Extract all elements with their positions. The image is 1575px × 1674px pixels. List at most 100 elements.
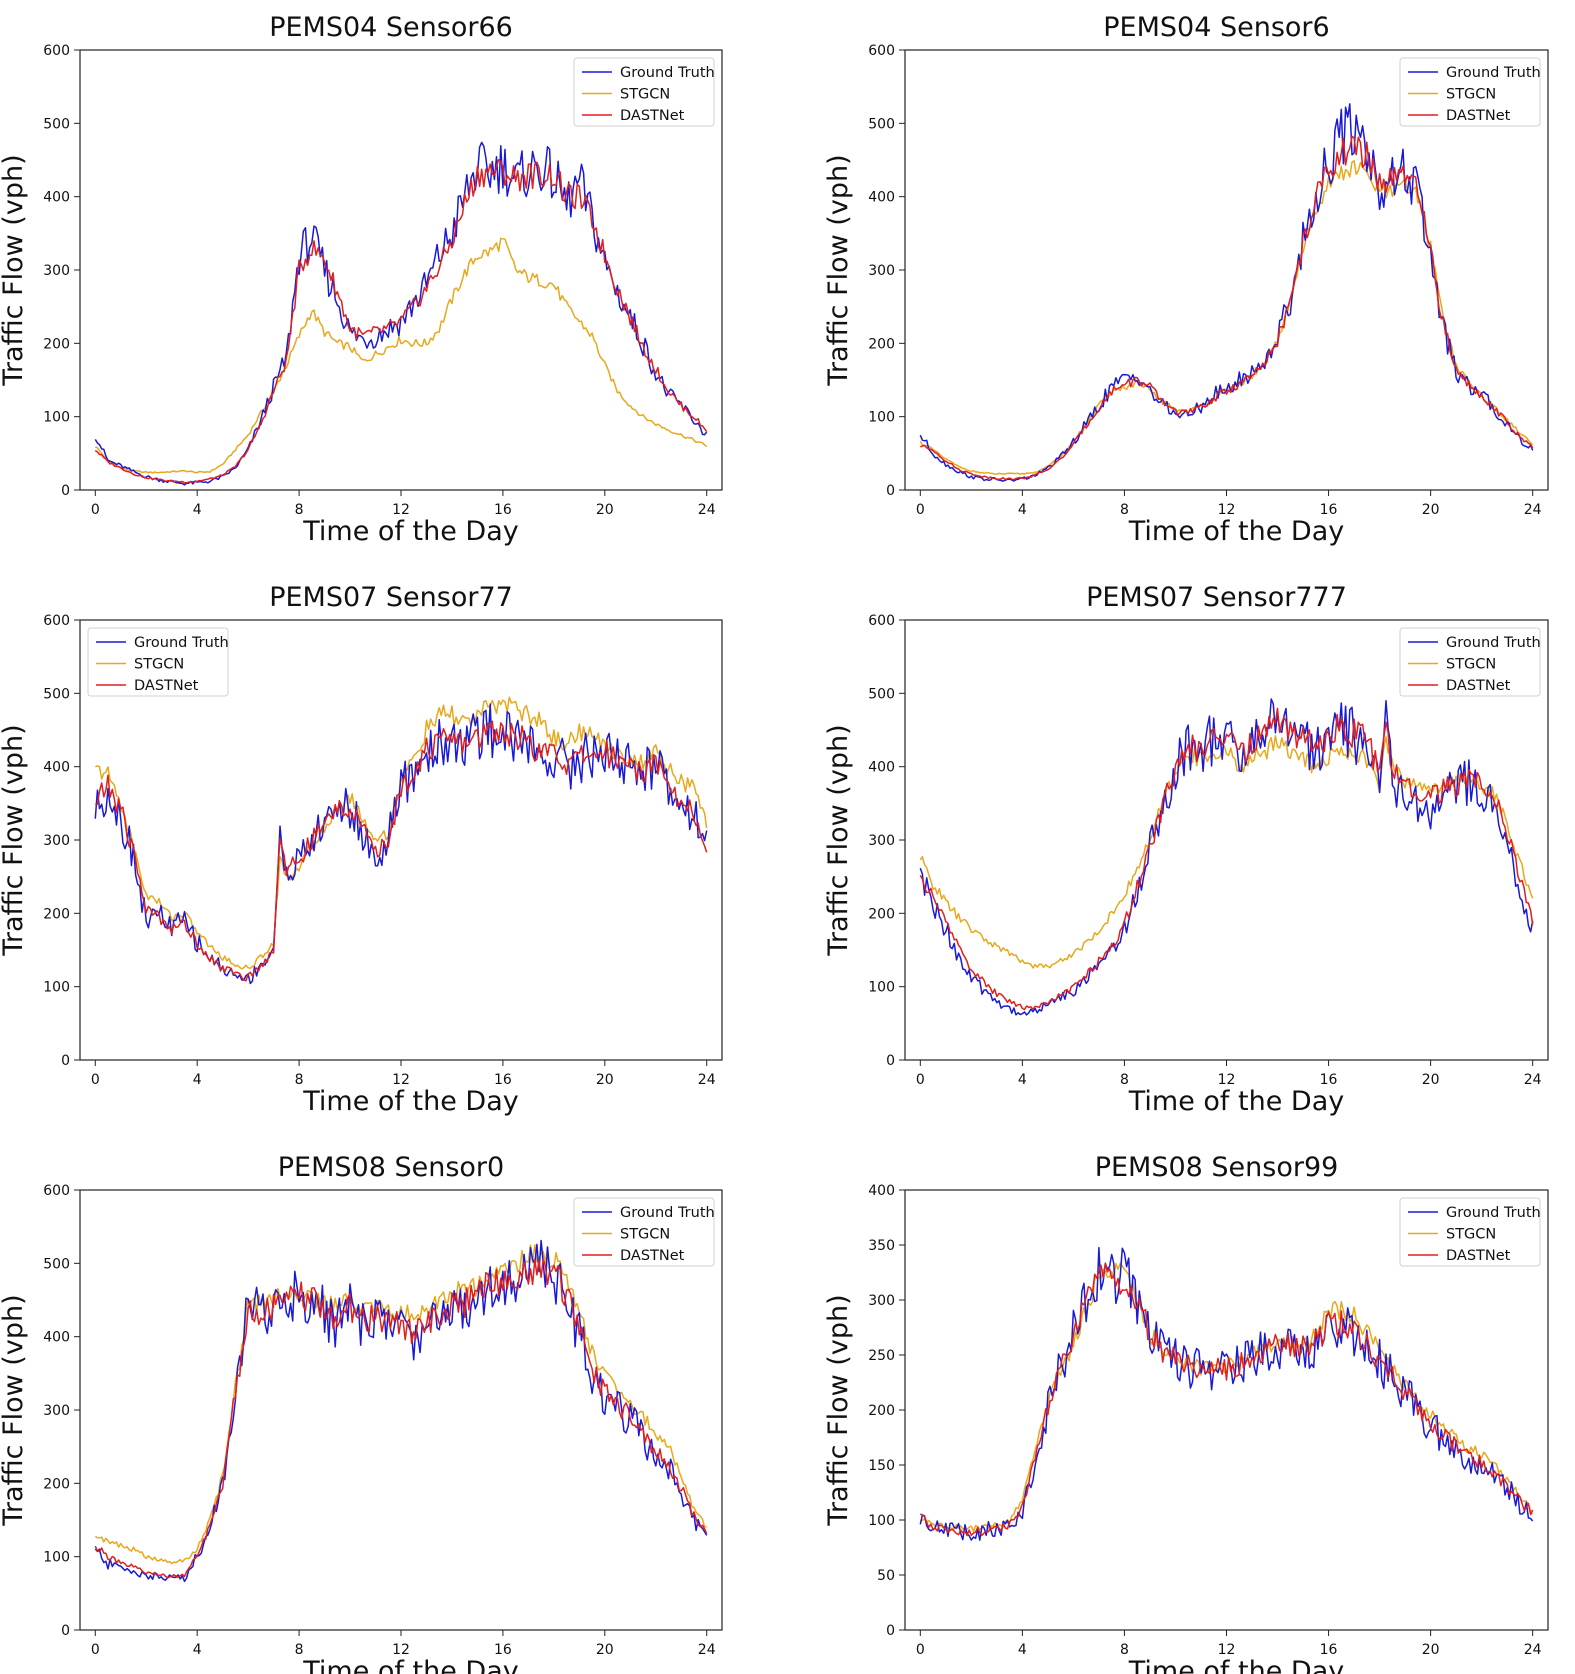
- y-axis-label: Traffic Flow (vph): [0, 154, 29, 386]
- y-tick-label: 300: [868, 263, 895, 279]
- y-tick-label: 100: [868, 410, 895, 426]
- x-tick-label: 24: [698, 1642, 716, 1658]
- x-axis-label: Time of the Day: [302, 1656, 518, 1674]
- x-tick-label: 20: [1422, 1642, 1440, 1658]
- x-tick-label: 24: [1524, 502, 1542, 518]
- y-axis-label: Traffic Flow (vph): [0, 1294, 29, 1526]
- legend-label: STGCN: [620, 1227, 670, 1243]
- x-tick-label: 8: [1120, 502, 1129, 518]
- y-tick-label: 200: [868, 336, 895, 352]
- x-tick-label: 16: [1320, 502, 1338, 518]
- series-line-dastnet: [920, 135, 1534, 481]
- series-line-stgcn: [920, 1262, 1534, 1533]
- x-tick-label: 0: [91, 502, 100, 518]
- x-tick-label: 16: [1320, 1642, 1338, 1658]
- x-tick-label: 4: [193, 1072, 202, 1088]
- legend: Ground Truth STGCN DASTNet: [573, 1197, 715, 1267]
- x-tick-label: 12: [392, 1642, 410, 1658]
- x-tick-label: 16: [1320, 1072, 1338, 1088]
- legend-label: STGCN: [1446, 87, 1496, 103]
- x-tick-label: 0: [916, 1642, 925, 1658]
- x-axis-label: Time of the Day: [302, 516, 518, 547]
- legend-label: Ground Truth: [1446, 635, 1541, 651]
- chart-title: PEMS08 Sensor0: [278, 1152, 504, 1183]
- y-tick-label: 400: [43, 760, 70, 776]
- y-tick-label: 100: [868, 1513, 895, 1529]
- legend-label: DASTNet: [620, 1248, 685, 1264]
- x-tick-label: 4: [1018, 1642, 1027, 1658]
- x-axis-label: Time of the Day: [302, 1086, 518, 1117]
- y-tick-label: 200: [868, 1403, 895, 1419]
- series-line-dastnet: [919, 707, 1534, 1011]
- chart-2: PEMS04 Sensor6 0 4 8 12 16 20 24 0 100 200 300 400 50…: [823, 12, 1549, 547]
- chart-title: PEMS04 Sensor66: [269, 12, 513, 43]
- y-tick-label: 300: [43, 833, 70, 849]
- series-line-ground-truth: [919, 103, 1534, 482]
- x-tick-label: 24: [698, 1072, 716, 1088]
- y-tick-label: 100: [868, 980, 895, 996]
- y-tick-label: 400: [43, 1330, 70, 1346]
- legend-label: Ground Truth: [620, 65, 715, 81]
- series-line-dastnet: [95, 720, 708, 982]
- series-line-dastnet: [94, 159, 708, 484]
- y-tick-label: 200: [43, 906, 70, 922]
- legend: Ground Truth STGCN DASTNet: [1399, 1197, 1541, 1267]
- x-tick-label: 16: [494, 1072, 512, 1088]
- y-tick-label: 150: [868, 1458, 895, 1474]
- x-tick-label: 8: [1120, 1642, 1129, 1658]
- legend-label: STGCN: [620, 87, 670, 103]
- y-tick-label: 300: [43, 1403, 70, 1419]
- legend: Ground Truth STGCN DASTNet: [1399, 57, 1541, 127]
- legend-box: [87, 627, 229, 697]
- chart-5: PEMS08 Sensor0 0 4 8 12 16 20 24 0 100 200 300 400 50…: [0, 1152, 723, 1674]
- series-line-stgcn: [919, 735, 1534, 969]
- x-tick-label: 20: [1422, 502, 1440, 518]
- x-tick-label: 0: [91, 1072, 100, 1088]
- y-tick-label: 100: [43, 980, 70, 996]
- legend-label: Ground Truth: [1446, 65, 1541, 81]
- x-tick-label: 0: [916, 1072, 925, 1088]
- x-tick-label: 12: [392, 1072, 410, 1088]
- y-tick-label: 100: [43, 410, 70, 426]
- y-tick-label: 50: [877, 1568, 895, 1584]
- y-tick-label: 500: [868, 686, 895, 702]
- chart-3: PEMS07 Sensor77 0 4 8 12 16 20 24 0 100 200 300 400 5…: [0, 582, 723, 1117]
- y-tick-label: 600: [43, 1183, 70, 1199]
- y-tick-label: 200: [868, 906, 895, 922]
- y-tick-label: 400: [43, 190, 70, 206]
- series-line-stgcn: [94, 1244, 707, 1565]
- x-tick-label: 24: [698, 502, 716, 518]
- x-tick-label: 4: [193, 502, 202, 518]
- x-tick-label: 12: [1218, 1072, 1236, 1088]
- chart-title: PEMS08 Sensor99: [1095, 1152, 1339, 1183]
- x-tick-label: 8: [295, 1072, 304, 1088]
- chart-title: PEMS07 Sensor77: [269, 582, 513, 613]
- legend-label: DASTNet: [134, 678, 199, 694]
- y-tick-label: 0: [61, 483, 70, 499]
- legend-label: STGCN: [134, 657, 184, 673]
- y-tick-label: 0: [61, 1623, 70, 1639]
- series-line-ground-truth: [919, 1246, 1534, 1541]
- x-tick-label: 20: [596, 1072, 614, 1088]
- x-tick-label: 20: [1422, 1072, 1440, 1088]
- y-tick-label: 0: [886, 1053, 895, 1069]
- x-axis-label: Time of the Day: [1128, 1656, 1344, 1674]
- y-tick-label: 0: [886, 483, 895, 499]
- series-line-ground-truth: [94, 703, 708, 985]
- y-axis-label: Traffic Flow (vph): [823, 1294, 854, 1526]
- series-line-ground-truth: [919, 698, 1534, 1016]
- x-tick-label: 12: [1218, 502, 1236, 518]
- y-tick-label: 250: [868, 1348, 895, 1364]
- y-axis-label: Traffic Flow (vph): [0, 724, 29, 956]
- legend-label: Ground Truth: [1446, 1205, 1541, 1221]
- y-tick-label: 400: [868, 1183, 895, 1199]
- legend-box: [573, 57, 715, 127]
- y-tick-label: 200: [43, 1476, 70, 1492]
- x-axis-label: Time of the Day: [1128, 1086, 1344, 1117]
- y-tick-label: 300: [43, 263, 70, 279]
- y-axis-label: Traffic Flow (vph): [823, 724, 854, 956]
- x-axis-label: Time of the Day: [1128, 516, 1344, 547]
- y-tick-label: 300: [868, 833, 895, 849]
- x-tick-label: 4: [1018, 502, 1027, 518]
